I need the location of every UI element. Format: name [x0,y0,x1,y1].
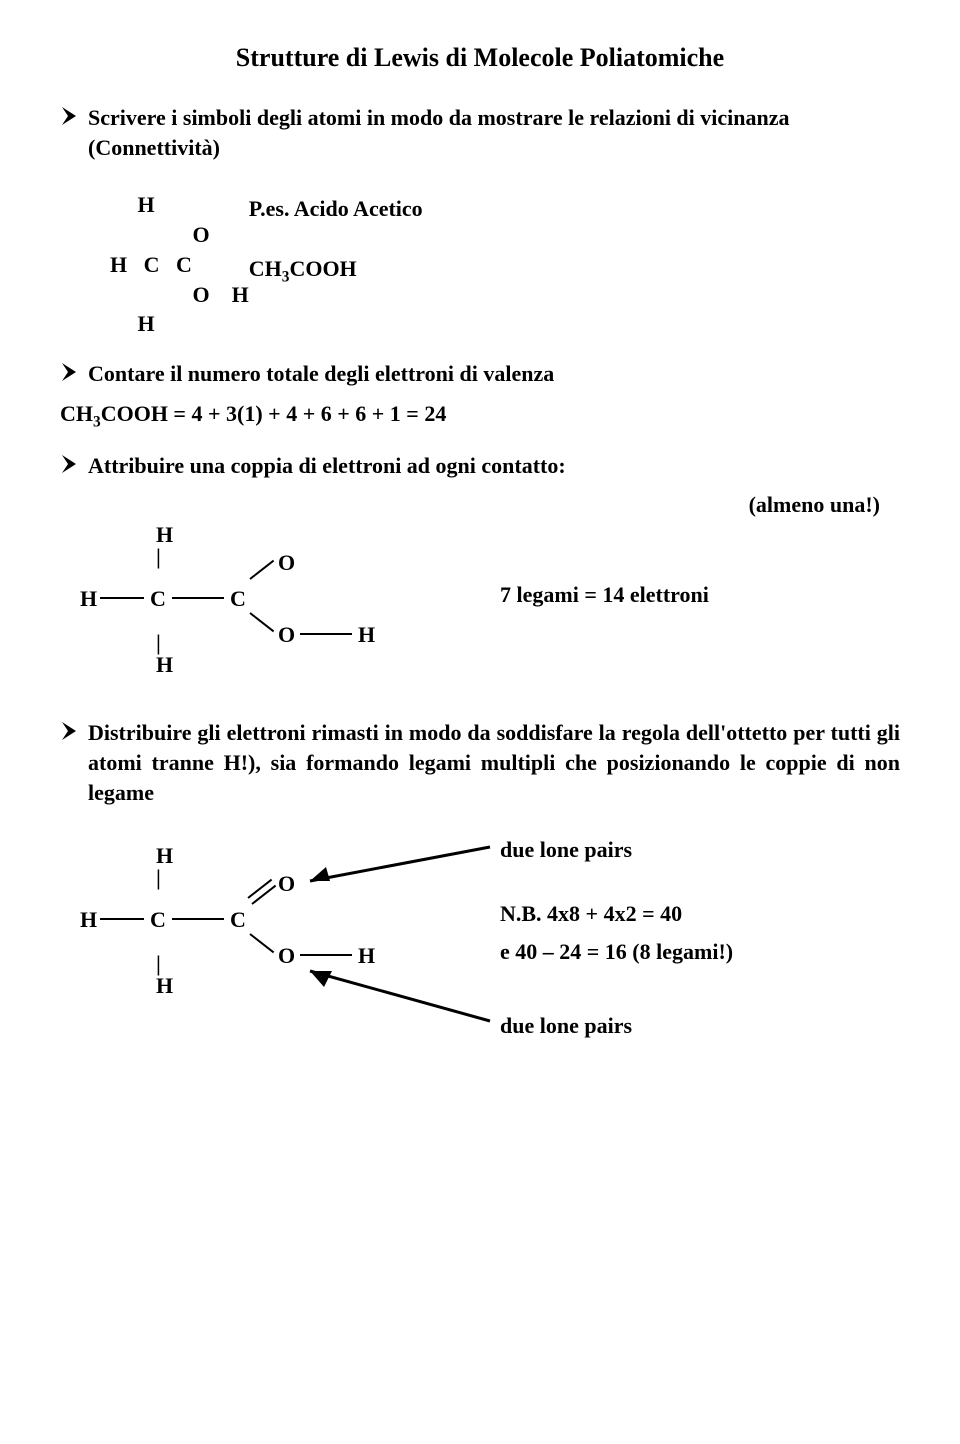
bullet-3-text: Attribuire una coppia di elettroni ad og… [88,451,900,481]
bond-C2-Obot [249,933,274,953]
bullet-2: Contare il numero totale degli elettroni… [60,359,900,389]
bond-H-C1 [100,918,144,920]
bond-vline: | [156,863,161,893]
formula-prefix: CH [249,256,282,281]
atom-O-bot: O [278,620,295,650]
mol1-r2: H C C [110,250,249,280]
count-sub: 3 [93,413,101,430]
molecule-1-labels: P.es. Acido Acetico CH3COOH [249,190,900,288]
bond-C2-Otop [249,560,274,580]
atom-H-left: H [80,905,97,935]
bond-C1-C2 [172,597,224,599]
bullet-1: Scrivere i simboli degli atomi in modo d… [60,103,900,162]
chevron-icon [60,720,80,742]
bond-O-H [300,954,352,956]
bond-C2-Obot [249,612,274,632]
bond-C2-Otop-b [251,885,276,905]
atom-H-bot: H [156,650,173,680]
count-tail: COOH = 4 + 3(1) + 4 + 6 + 6 + 1 = 24 [101,401,447,426]
annot-nb: N.B. 4x8 + 4x2 = 40 [500,899,682,929]
bond-vline: | [156,542,161,572]
mol1-r3: O H [110,280,249,310]
atom-C1: C [150,584,166,614]
mol1-r1: O [110,220,249,250]
bond-C1-C2 [172,918,224,920]
mol1-r4: H [110,309,249,339]
atom-C2: C [230,905,246,935]
annot-lone-pairs-2: due lone pairs [500,1011,632,1041]
example-label: P.es. Acido Acetico [249,194,900,224]
bullet-4-text: Distribuire gli elettroni rimasti in mod… [88,718,900,807]
molecule-3: H | H C C O O H | H due lone pairs N.B. … [60,841,900,1061]
molecule-1-row: H O H C C O H H P.es. Acido Acetico CH3C… [60,190,900,358]
atom-H-left: H [80,584,97,614]
annot-lone-pairs-1: due lone pairs [500,835,632,865]
electron-count-line: CH3COOH = 4 + 3(1) + 4 + 6 + 6 + 1 = 24 [60,399,900,433]
atom-H-right: H [358,620,375,650]
page-title: Strutture di Lewis di Molecole Poliatomi… [60,40,900,75]
bond-H-C1 [100,597,144,599]
annot-eq: e 40 – 24 = 16 (8 legami!) [500,937,733,967]
atom-C1: C [150,905,166,935]
arrow-icon [290,841,500,901]
chevron-icon [60,361,80,383]
arrow-icon [290,961,500,1031]
mol1-r0: H [110,190,249,220]
bond-O-H [300,633,352,635]
formula-label: CH3COOH [249,254,900,288]
bullet-4: Distribuire gli elettroni rimasti in mod… [60,718,900,807]
count-prefix: CH [60,401,93,426]
atom-O-top: O [278,548,295,578]
molecule-1: H O H C C O H H [60,190,249,338]
mol2-note: 7 legami = 14 elettroni [500,580,709,610]
atom-H-bot: H [156,971,173,1001]
bullet-1-text: Scrivere i simboli degli atomi in modo d… [88,103,900,162]
bullet-2-text: Contare il numero totale degli elettroni… [88,359,900,389]
bullet-3: Attribuire una coppia di elettroni ad og… [60,451,900,481]
molecule-2: H | H C C O O H | H 7 legami = 14 elettr… [60,520,900,690]
chevron-icon [60,105,80,127]
formula-tail: COOH [289,256,356,281]
bullet-3-note: (almeno una!) [60,490,880,520]
chevron-icon [60,453,80,475]
atom-C2: C [230,584,246,614]
